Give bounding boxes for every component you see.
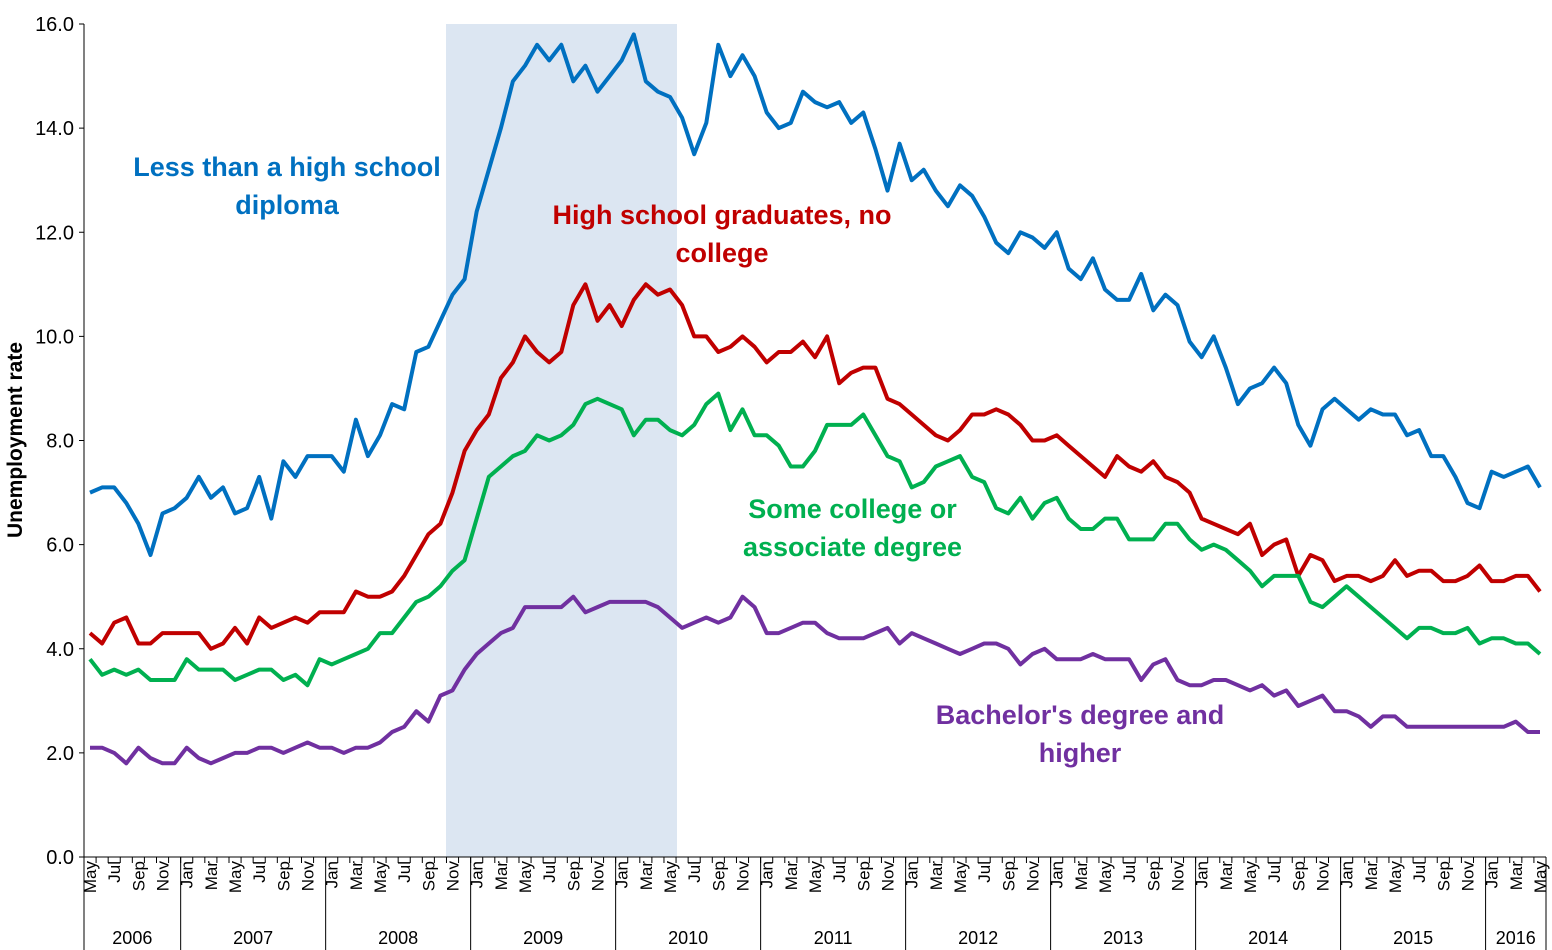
y-tick-label: 0.0 bbox=[46, 847, 74, 869]
x-tick-label: Nov bbox=[589, 861, 608, 892]
x-tick-label: Jan bbox=[1338, 861, 1357, 888]
x-group-label: 2014 bbox=[1248, 928, 1288, 948]
y-tick-label: 4.0 bbox=[46, 639, 74, 661]
x-group-label: 2009 bbox=[523, 928, 563, 948]
x-tick-label: Jan bbox=[1193, 861, 1212, 888]
x-tick-label: Nov bbox=[1458, 861, 1477, 892]
y-tick-label: 6.0 bbox=[46, 535, 74, 557]
x-tick-label: Jan bbox=[613, 861, 632, 888]
x-tick-label: Mar bbox=[1217, 861, 1236, 891]
x-tick-label: Jul bbox=[1265, 861, 1284, 883]
x-tick-label: Nov bbox=[444, 861, 463, 892]
x-tick-label: Jul bbox=[395, 861, 414, 883]
x-tick-label: May bbox=[806, 861, 825, 894]
x-group-label: 2006 bbox=[112, 928, 152, 948]
x-tick-label: Jul bbox=[830, 861, 849, 883]
x-tick-label: May bbox=[226, 861, 245, 894]
x-tick-label: Mar bbox=[927, 861, 946, 891]
series-label: Less than a high school diploma bbox=[133, 152, 441, 220]
x-tick-label: May bbox=[661, 861, 680, 894]
x-tick-label: Jul bbox=[250, 861, 269, 883]
series-line bbox=[89, 32, 1542, 557]
x-tick-label: Jan bbox=[323, 861, 342, 888]
x-tick-label: Mar bbox=[1362, 861, 1381, 891]
x-tick-label: May bbox=[1241, 861, 1260, 894]
x-tick-label: Mar bbox=[1507, 861, 1526, 891]
x-tick-label: Sep bbox=[1144, 861, 1163, 891]
series-line bbox=[88, 282, 1542, 651]
x-tick-label: Jan bbox=[758, 861, 777, 888]
x-tick-label: May bbox=[81, 861, 100, 894]
x-group-label: 2011 bbox=[814, 928, 853, 948]
x-tick-label: Sep bbox=[1434, 861, 1453, 891]
x-tick-label: Nov bbox=[154, 861, 173, 892]
x-tick-label: Nov bbox=[734, 861, 753, 892]
x-tick-label: Sep bbox=[419, 861, 438, 891]
x-tick-label: Mar bbox=[1072, 861, 1091, 891]
x-group-label: 2008 bbox=[378, 928, 418, 948]
y-tick-label: 8.0 bbox=[46, 431, 74, 453]
x-tick-label: Jan bbox=[903, 861, 922, 888]
x-group-label: 2010 bbox=[668, 928, 708, 948]
x-tick-label: Sep bbox=[129, 861, 148, 891]
x-tick-label: Mar bbox=[202, 861, 221, 891]
x-tick-label: Nov bbox=[299, 861, 318, 892]
x-tick-label: May bbox=[1096, 861, 1115, 894]
shaded-period bbox=[446, 24, 677, 857]
x-group-label: 2013 bbox=[1103, 928, 1143, 948]
x-tick-label: Jul bbox=[975, 861, 994, 883]
y-tick-label: 12.0 bbox=[35, 222, 74, 244]
x-tick-label: Mar bbox=[347, 861, 366, 891]
x-tick-label: Sep bbox=[1289, 861, 1308, 891]
x-group-label: 2007 bbox=[233, 928, 273, 948]
x-tick-label: Nov bbox=[878, 861, 897, 892]
x-tick-label: May bbox=[951, 861, 970, 894]
y-tick-label: 2.0 bbox=[46, 743, 74, 765]
x-tick-label: May bbox=[516, 861, 535, 894]
x-tick-label: Nov bbox=[1023, 861, 1042, 892]
x-tick-label: Jul bbox=[685, 861, 704, 883]
series-label: Some college or associate degree bbox=[742, 494, 963, 562]
x-tick-label: May bbox=[371, 861, 390, 894]
x-tick-label: Sep bbox=[274, 861, 293, 891]
x-tick-label: Sep bbox=[999, 861, 1018, 891]
x-tick-label: Nov bbox=[1168, 861, 1187, 892]
x-group-label: 2015 bbox=[1393, 928, 1433, 948]
series-line bbox=[90, 594, 1540, 766]
x-tick-label: Mar bbox=[492, 861, 511, 891]
x-tick-label: Sep bbox=[854, 861, 873, 891]
x-tick-label: Nov bbox=[1313, 861, 1332, 892]
x-tick-label: Sep bbox=[564, 861, 583, 891]
y-tick-label: 16.0 bbox=[35, 14, 74, 36]
x-tick-label: Jul bbox=[1120, 861, 1139, 883]
x-tick-label: Jan bbox=[1483, 861, 1502, 888]
x-tick-label: Sep bbox=[709, 861, 728, 891]
x-tick-label: Jan bbox=[468, 861, 487, 888]
x-tick-label: Jul bbox=[1410, 861, 1429, 883]
x-tick-label: May bbox=[1386, 861, 1405, 894]
x-tick-label: Mar bbox=[637, 861, 656, 891]
series-label: High school graduates, no college bbox=[552, 200, 892, 268]
y-tick-label: 10.0 bbox=[35, 326, 74, 348]
y-axis-label: Unemployment rate bbox=[4, 342, 27, 538]
x-tick-label: Jul bbox=[540, 861, 559, 883]
x-tick-label: Jul bbox=[105, 861, 124, 883]
x-tick-label: Jan bbox=[178, 861, 197, 888]
x-tick-label: Jan bbox=[1048, 861, 1067, 888]
x-group-label: 2016 bbox=[1496, 928, 1536, 948]
y-tick-label: 14.0 bbox=[35, 118, 74, 140]
series-label: Bachelor's degree and higher bbox=[935, 700, 1225, 768]
x-tick-label: Mar bbox=[782, 861, 801, 891]
x-tick-label: May bbox=[1531, 861, 1550, 894]
x-group-label: 2012 bbox=[958, 928, 998, 948]
series-line bbox=[88, 391, 1542, 688]
